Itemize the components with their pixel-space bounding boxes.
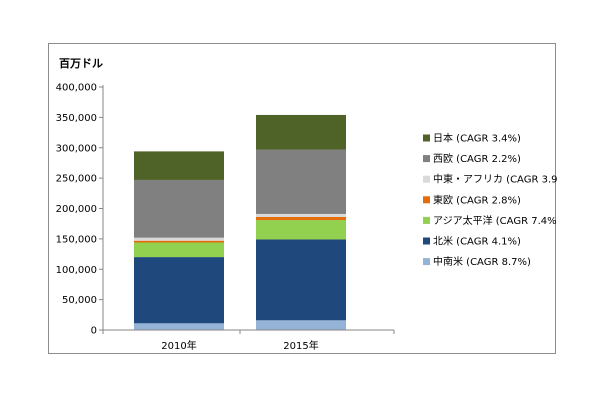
legend-swatch [423, 155, 430, 163]
legend-label: 日本 (CAGR 3.4%) [433, 132, 521, 145]
x-category-label: 2010年 [161, 339, 196, 352]
legend-swatch [423, 216, 430, 224]
chart-frame: 百万ドル 0 50,000 100,000 150,000 200,000 250,000… [48, 43, 557, 354]
y-tick-label: 250,000 [56, 174, 97, 185]
y-tick-label: 300,000 [56, 143, 97, 154]
axes [102, 85, 395, 334]
bar-segment [134, 257, 224, 324]
bar-segment [256, 114, 346, 150]
legend-label: 中東・アフリカ (CAGR 3.9%) [433, 173, 557, 186]
bar-segment [256, 217, 346, 221]
legend-swatch [423, 237, 430, 245]
y-tick-label: 400,000 [56, 83, 97, 94]
bar-segment [134, 237, 224, 241]
category-labels: 2010年 2015年 [161, 339, 318, 352]
legend-label: アジア太平洋 (CAGR 7.4%) [433, 214, 557, 227]
legend-swatch [423, 175, 430, 183]
legend-swatch [423, 134, 430, 142]
bar-segment [256, 239, 346, 321]
legend-label: 中南米 (CAGR 8.7%) [433, 255, 531, 268]
bar-segment [256, 220, 346, 240]
bar-segment [134, 179, 224, 238]
legend-swatch [423, 196, 430, 204]
y-axis-ticks: 0 50,000 100,000 150,000 200,000 250,000 300,0… [56, 83, 103, 337]
y-tick-label: 350,000 [56, 113, 97, 124]
legend-label: 東欧 (CAGR 2.8%) [433, 193, 521, 206]
bar-segment [256, 149, 346, 214]
x-category-label: 2015年 [283, 339, 318, 352]
y-tick-label: 50,000 [62, 295, 97, 306]
y-axis-unit-label: 百万ドル [59, 57, 103, 70]
bars [134, 114, 346, 330]
legend: 日本 (CAGR 3.4%) 西欧 (CAGR 2.2%) 中東・アフリカ (CAG… [423, 132, 557, 268]
legend-label: 北米 (CAGR 4.1%) [433, 235, 521, 248]
legend-label: 西欧 (CAGR 2.2%) [433, 153, 521, 165]
bar-segment [134, 323, 224, 330]
bar-segment [134, 151, 224, 180]
y-tick-label: 0 [91, 326, 97, 337]
y-tick-label: 200,000 [56, 204, 97, 215]
bar-segment [134, 240, 224, 243]
stacked-bar-chart: 百万ドル 0 50,000 100,000 150,000 200,000 250,000… [56, 57, 557, 352]
bar-segment [256, 320, 346, 330]
bar-segment [134, 242, 224, 258]
legend-swatch [423, 258, 430, 266]
bar-segment [256, 213, 346, 218]
y-tick-label: 100,000 [56, 265, 97, 276]
y-tick-label: 150,000 [56, 234, 97, 245]
